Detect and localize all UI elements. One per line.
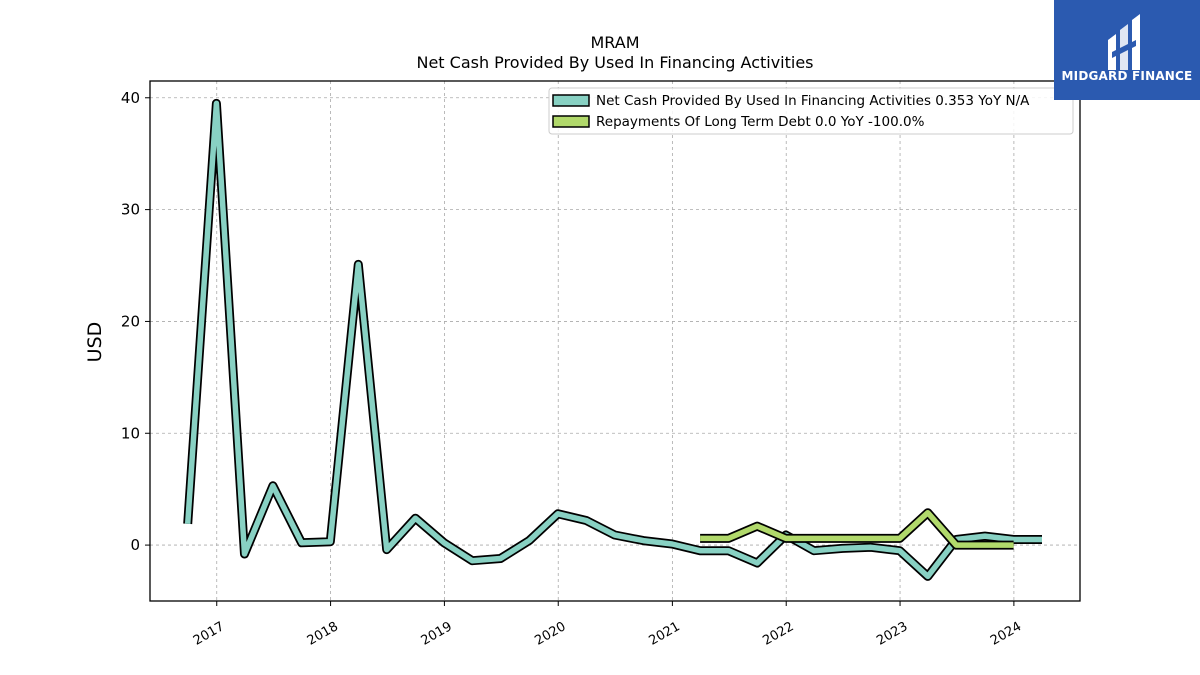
axis-ticks: 0 10 20 30 40 2017 2018 2019 2020 2021 2022 2023 202… [121, 89, 1024, 649]
logo-mark-icon [1108, 14, 1140, 70]
series-line-1 [700, 509, 1014, 548]
y-axis-label: USD [84, 322, 106, 363]
legend-label-net-cash: Net Cash Provided By Used In Financing A… [596, 93, 1030, 109]
chart-subtitle: Net Cash Provided By Used In Financing A… [416, 53, 813, 72]
x-tick-label: 2021 [647, 619, 683, 649]
x-tick-label: 2023 [874, 619, 910, 649]
legend-swatch-repayments [552, 115, 590, 128]
x-tick-label: 2019 [419, 619, 455, 649]
chart-title: MRAM [590, 33, 639, 52]
logo-wordmark: MIDGARD FINANCE [1061, 69, 1193, 83]
y-tick-label: 40 [121, 89, 140, 107]
x-tick-label: 2017 [191, 619, 227, 649]
legend: Net Cash Provided By Used In Financing A… [548, 87, 1074, 135]
x-tick-label: 2018 [305, 619, 341, 649]
plot-frame [149, 80, 1081, 602]
x-tick-label: 2024 [988, 619, 1024, 649]
series-line-0 [184, 100, 1042, 580]
midgard-finance-logo: MIDGARD FINANCE [1054, 0, 1200, 100]
series-lines [183, 98, 1042, 581]
y-tick-label: 10 [121, 424, 140, 442]
series-outline-0 [183, 98, 1042, 581]
y-tick-label: 0 [130, 536, 140, 554]
x-tick-label: 2020 [532, 619, 568, 649]
x-tick-label: 2022 [760, 619, 796, 649]
y-tick-label: 20 [121, 312, 140, 330]
legend-label-repayments: Repayments Of Long Term Debt 0.0 YoY -10… [596, 114, 925, 130]
y-tick-label: 30 [121, 201, 140, 219]
legend-box [548, 87, 1074, 135]
legend-swatch-net-cash [552, 94, 590, 107]
